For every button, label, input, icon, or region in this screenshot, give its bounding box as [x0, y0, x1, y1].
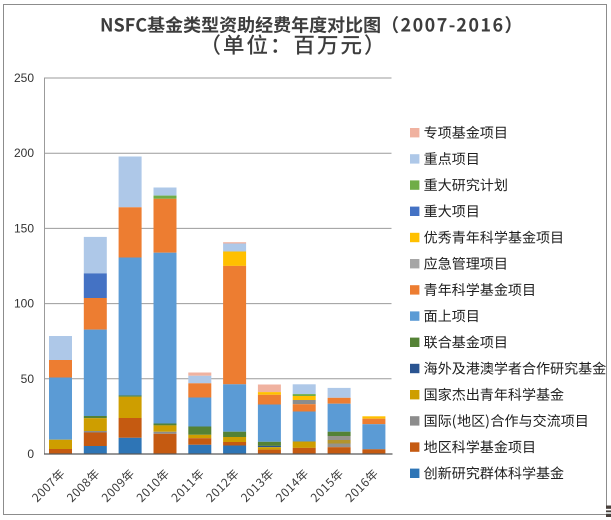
- svg-text:150: 150: [14, 221, 34, 235]
- svg-text:200: 200: [14, 146, 34, 160]
- svg-text:0: 0: [27, 447, 34, 461]
- svg-text:250: 250: [14, 71, 34, 85]
- svg-text:50: 50: [21, 372, 35, 386]
- svg-text:100: 100: [14, 297, 34, 311]
